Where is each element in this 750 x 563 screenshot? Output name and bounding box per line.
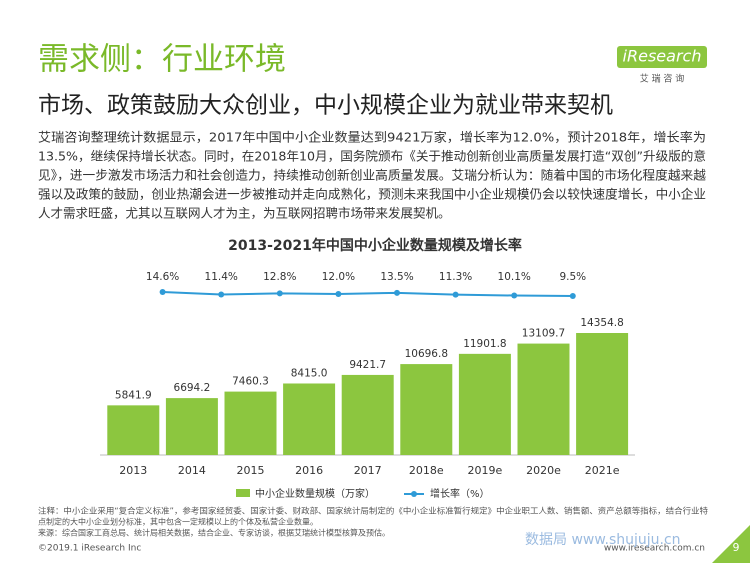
bar	[107, 405, 160, 455]
line-point	[452, 291, 459, 298]
page-number: 9	[733, 541, 740, 554]
x-tick-label: 2018e	[409, 464, 444, 477]
legend-swatch	[411, 491, 417, 497]
watermark: 数据局 www.shujuju.cn	[525, 532, 681, 548]
x-tick-label: 2014	[178, 464, 206, 477]
bar	[165, 398, 218, 455]
footnote: 来源：综合国家工商总局、统计局相关数据，结合企业、专家访谈，根据艾瑞统计模型核算…	[38, 528, 390, 538]
data-label: 11901.8	[463, 338, 506, 350]
data-label: 8415.0	[291, 367, 328, 379]
line-point	[394, 289, 400, 296]
data-label: 10696.8	[405, 348, 448, 360]
body-text: 见》，进一步激发市场活力和社会创造力，持续推动创新创业高质量发展。艾瑞分析认为：…	[38, 168, 706, 183]
data-label: 12.8%	[263, 271, 296, 283]
line-point	[569, 293, 576, 299]
data-label: 11.4%	[205, 271, 238, 283]
x-tick-label: 2020e	[526, 464, 561, 477]
data-label: 5841.9	[115, 389, 152, 401]
x-tick-label: 2021e	[585, 464, 620, 477]
logo-box	[617, 46, 707, 68]
x-tick-label: 2013	[119, 464, 147, 477]
data-label: 12.0%	[322, 271, 355, 283]
bar	[400, 364, 453, 455]
footnote: 点制定的大中小企业划分标准，其中包含一定规模以上的个体及私营企业数量。	[38, 517, 318, 527]
data-label: 10.1%	[498, 271, 531, 283]
x-tick-label: 2016	[295, 464, 323, 477]
body-text: 强以及政策的鼓励，创业热潮会进一步被推动并走向成熟化，预测未来我国中小企业规模仍…	[38, 187, 706, 202]
bar	[283, 383, 336, 455]
growth-line	[162, 291, 573, 297]
data-label: 9.5%	[559, 271, 586, 283]
data-label: 7460.3	[232, 376, 269, 388]
bar	[341, 374, 394, 455]
data-label: 11.3%	[439, 271, 472, 283]
data-label: 13.5%	[380, 271, 413, 283]
logo-subtitle: 艾 瑞 咨 询	[640, 73, 685, 85]
legend-label: 中小企业数量规模（万家）	[255, 487, 375, 500]
copyright: ©2019.1 iResearch Inc	[38, 544, 141, 554]
x-tick-label: 2015	[237, 464, 265, 477]
subtitle: 市场、政策鼓励大众创业，中小规模企业为就业带来契机	[38, 93, 613, 119]
x-tick-label: 2017	[354, 464, 382, 477]
bar	[458, 353, 511, 455]
body-text: 人才需求旺盛，尤其以互联网人才为主，为互联网招聘市场带来发展契机。	[38, 206, 451, 221]
data-label: 9421.7	[349, 359, 386, 371]
line-point	[159, 289, 166, 295]
data-label: 13109.7	[522, 328, 565, 340]
data-label: 6694.2	[174, 382, 211, 394]
data-label: 14.6%	[146, 271, 179, 283]
line-point	[335, 291, 342, 298]
url: www.iresearch.com.cn	[604, 544, 705, 554]
data-label: 14354.8	[580, 317, 623, 329]
bar	[576, 333, 629, 455]
line-point	[276, 290, 283, 297]
logo: iResearch	[623, 47, 702, 66]
corner-decoration	[712, 525, 750, 563]
body-text: 艾瑞咨询整理统计数据显示，2017年中国中小企业数量达到9421万家，增长率为1…	[38, 130, 706, 145]
x-tick-label: 2019e	[468, 464, 503, 477]
bar	[224, 391, 277, 455]
bar	[517, 343, 570, 455]
slide-title: 需求侧：行业环境	[38, 42, 286, 78]
footnote: 注释：中小企业采用“复合定义标准”，参考国家经贸委、国家计委、财政部、国家统计局…	[38, 506, 708, 516]
line-point	[218, 291, 225, 298]
body-text: 13.5%，继续保持增长状态。同时，在2018年10月，国务院颁布《关于推动创新…	[38, 149, 706, 164]
legend-label: 增长率（%）	[430, 487, 490, 500]
line-point	[511, 292, 518, 299]
chart-title: 2013-2021年中国中小企业数量规模及增长率	[228, 237, 522, 254]
legend-swatch	[236, 489, 250, 497]
